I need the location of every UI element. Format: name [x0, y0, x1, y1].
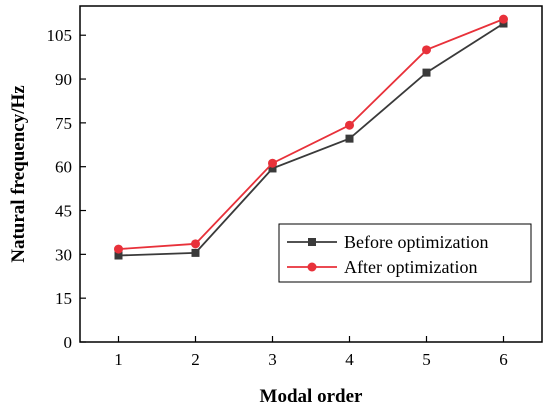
series-layer — [114, 14, 508, 260]
x-axis-ticks: 1 2 3 4 5 6 — [114, 336, 508, 369]
legend-label-2: After optimization — [344, 257, 477, 277]
y-tick-label: 30 — [55, 245, 72, 264]
x-tick-label: 2 — [191, 350, 200, 369]
series-2-point — [268, 158, 277, 168]
series-line-2 — [118, 18, 504, 250]
y-tick-label: 60 — [55, 158, 72, 177]
y-tick-label: 45 — [55, 202, 72, 221]
x-tick-label: 4 — [345, 350, 354, 369]
y-axis-ticks: 0 15 30 45 60 75 90 105 — [47, 26, 86, 352]
series-line-1 — [118, 22, 504, 257]
series-1-point — [191, 248, 200, 257]
legend-marker-2 — [307, 262, 317, 272]
series-1-point — [345, 134, 354, 143]
series-2-point — [422, 45, 431, 55]
series-2-point — [114, 244, 123, 254]
x-tick-label: 3 — [268, 350, 277, 369]
legend-box — [278, 223, 532, 283]
series-2-point — [191, 239, 200, 249]
y-tick-label: 105 — [47, 26, 73, 45]
series-1-point — [114, 251, 123, 260]
series-2-point — [345, 120, 354, 130]
y-tick-label: 75 — [55, 114, 72, 133]
x-tick-label: 5 — [422, 350, 431, 369]
x-tick-label: 6 — [499, 350, 508, 369]
series-1-point — [268, 164, 277, 173]
x-axis-title: Modal order — [260, 386, 363, 407]
x-tick-label: 1 — [114, 350, 123, 369]
y-tick-label: 15 — [55, 289, 72, 308]
legend-label-1: Before optimization — [344, 232, 488, 252]
legend: Before optimization After optimization — [278, 223, 532, 283]
y-axis-title: Natural frequency/Hz — [8, 85, 29, 263]
series-1-point — [422, 68, 431, 77]
plot-frame — [79, 5, 543, 343]
series-2-point — [499, 14, 508, 24]
y-tick-label: 0 — [64, 333, 73, 352]
y-tick-label: 90 — [55, 70, 72, 89]
legend-marker-1 — [308, 238, 316, 246]
